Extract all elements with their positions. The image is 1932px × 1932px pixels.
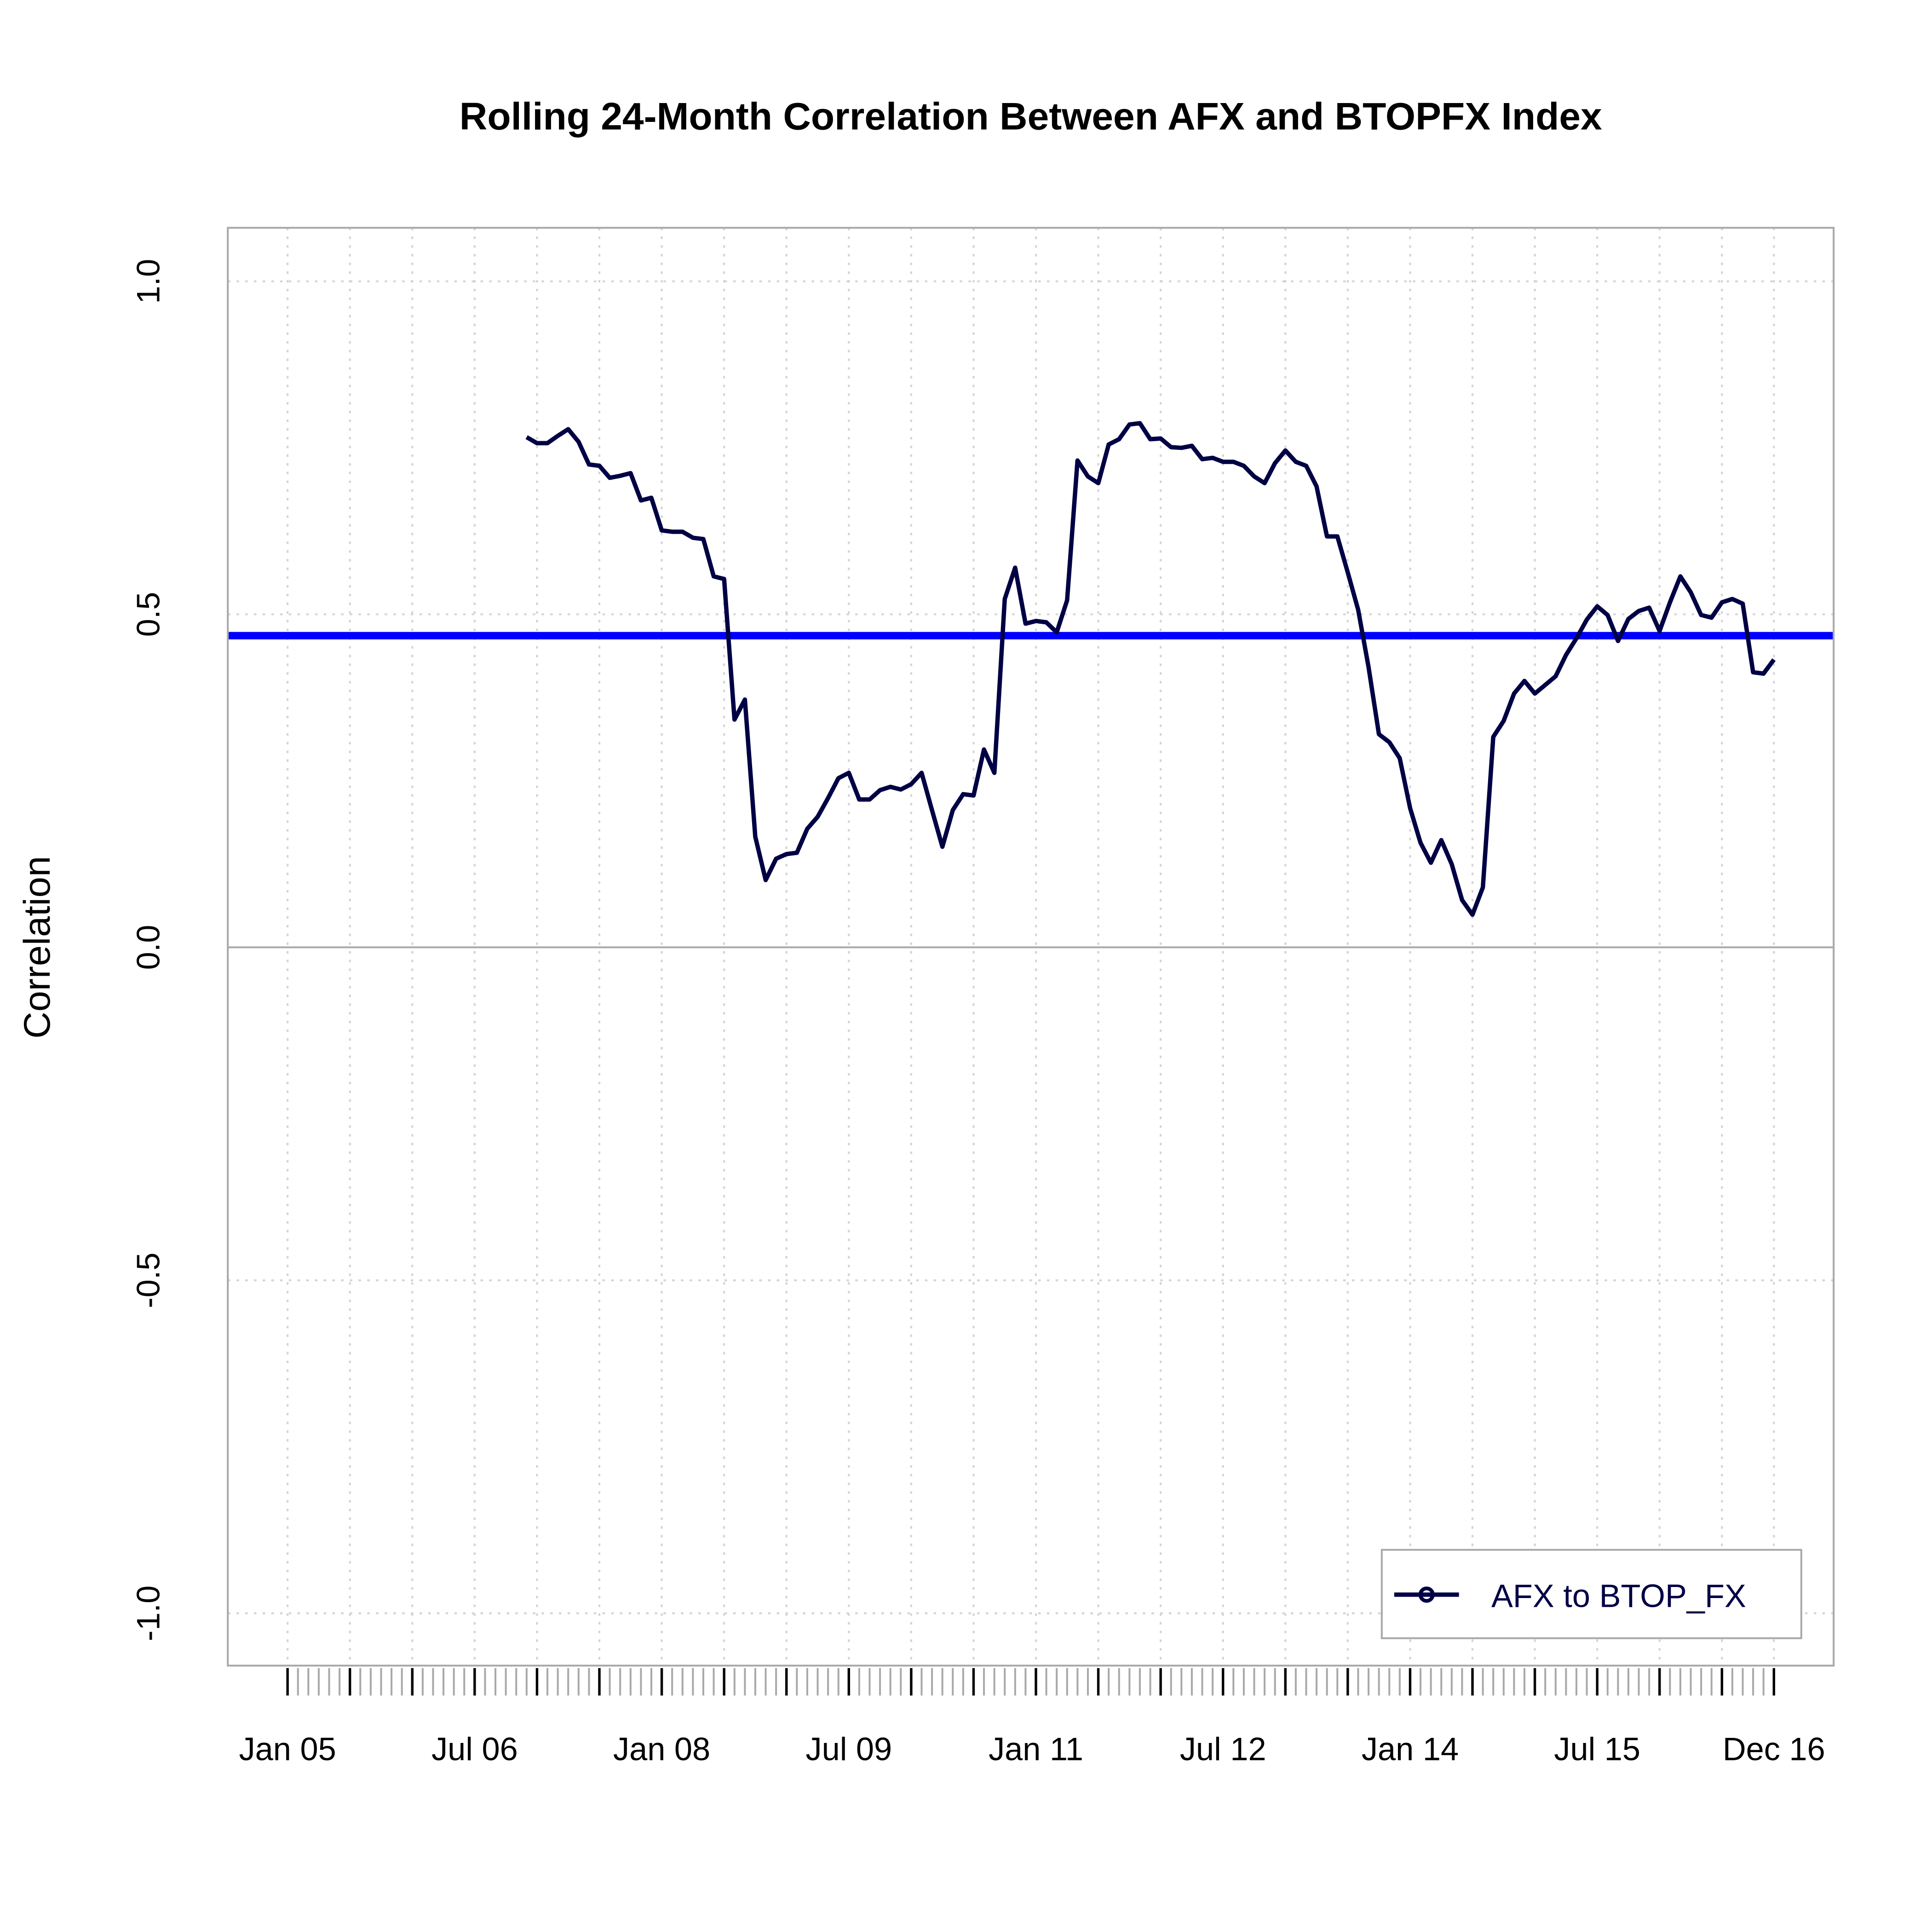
y-axis-label: Correlation: [17, 856, 58, 1039]
legend-label: AFX to BTOP_FX: [1491, 1578, 1746, 1614]
x-tick-label: Jul 09: [805, 1731, 892, 1767]
y-tick-label: 0.5: [130, 592, 166, 637]
x-tick-label: Jan 05: [239, 1731, 336, 1767]
series-group: [525, 421, 1776, 917]
y-axis: -1.0 -0.5 0.0 0.5 1.0: [130, 259, 166, 1641]
x-tick-label: Jul 15: [1554, 1731, 1640, 1767]
x-tick-label: Jul 12: [1180, 1731, 1266, 1767]
x-tick-label: Dec 16: [1723, 1731, 1825, 1767]
x-tick-label: Jan 14: [1362, 1731, 1459, 1767]
legend: AFX to BTOP_FX: [1380, 1549, 1802, 1639]
legend-marker-icon: [1418, 1587, 1435, 1603]
x-tick-label: Jul 06: [431, 1731, 518, 1767]
y-tick-label: -0.5: [130, 1253, 166, 1308]
x-tick-label: Jan 08: [613, 1731, 710, 1767]
chart-title: Rolling 24-Month Correlation Between AFX…: [460, 94, 1602, 138]
plot-frame: [227, 227, 1835, 1667]
grid-lines: [228, 228, 1834, 1666]
y-tick-label: -1.0: [130, 1586, 166, 1641]
y-tick-label: 0.0: [130, 925, 166, 970]
y-tick-label: 1.0: [130, 259, 166, 304]
x-tick-label: Jan 11: [989, 1731, 1083, 1767]
x-axis: Jan 05 Jul 06 Jan 08 Jul 09 Jan 11 Jul 12 Jan …: [239, 1668, 1825, 1767]
